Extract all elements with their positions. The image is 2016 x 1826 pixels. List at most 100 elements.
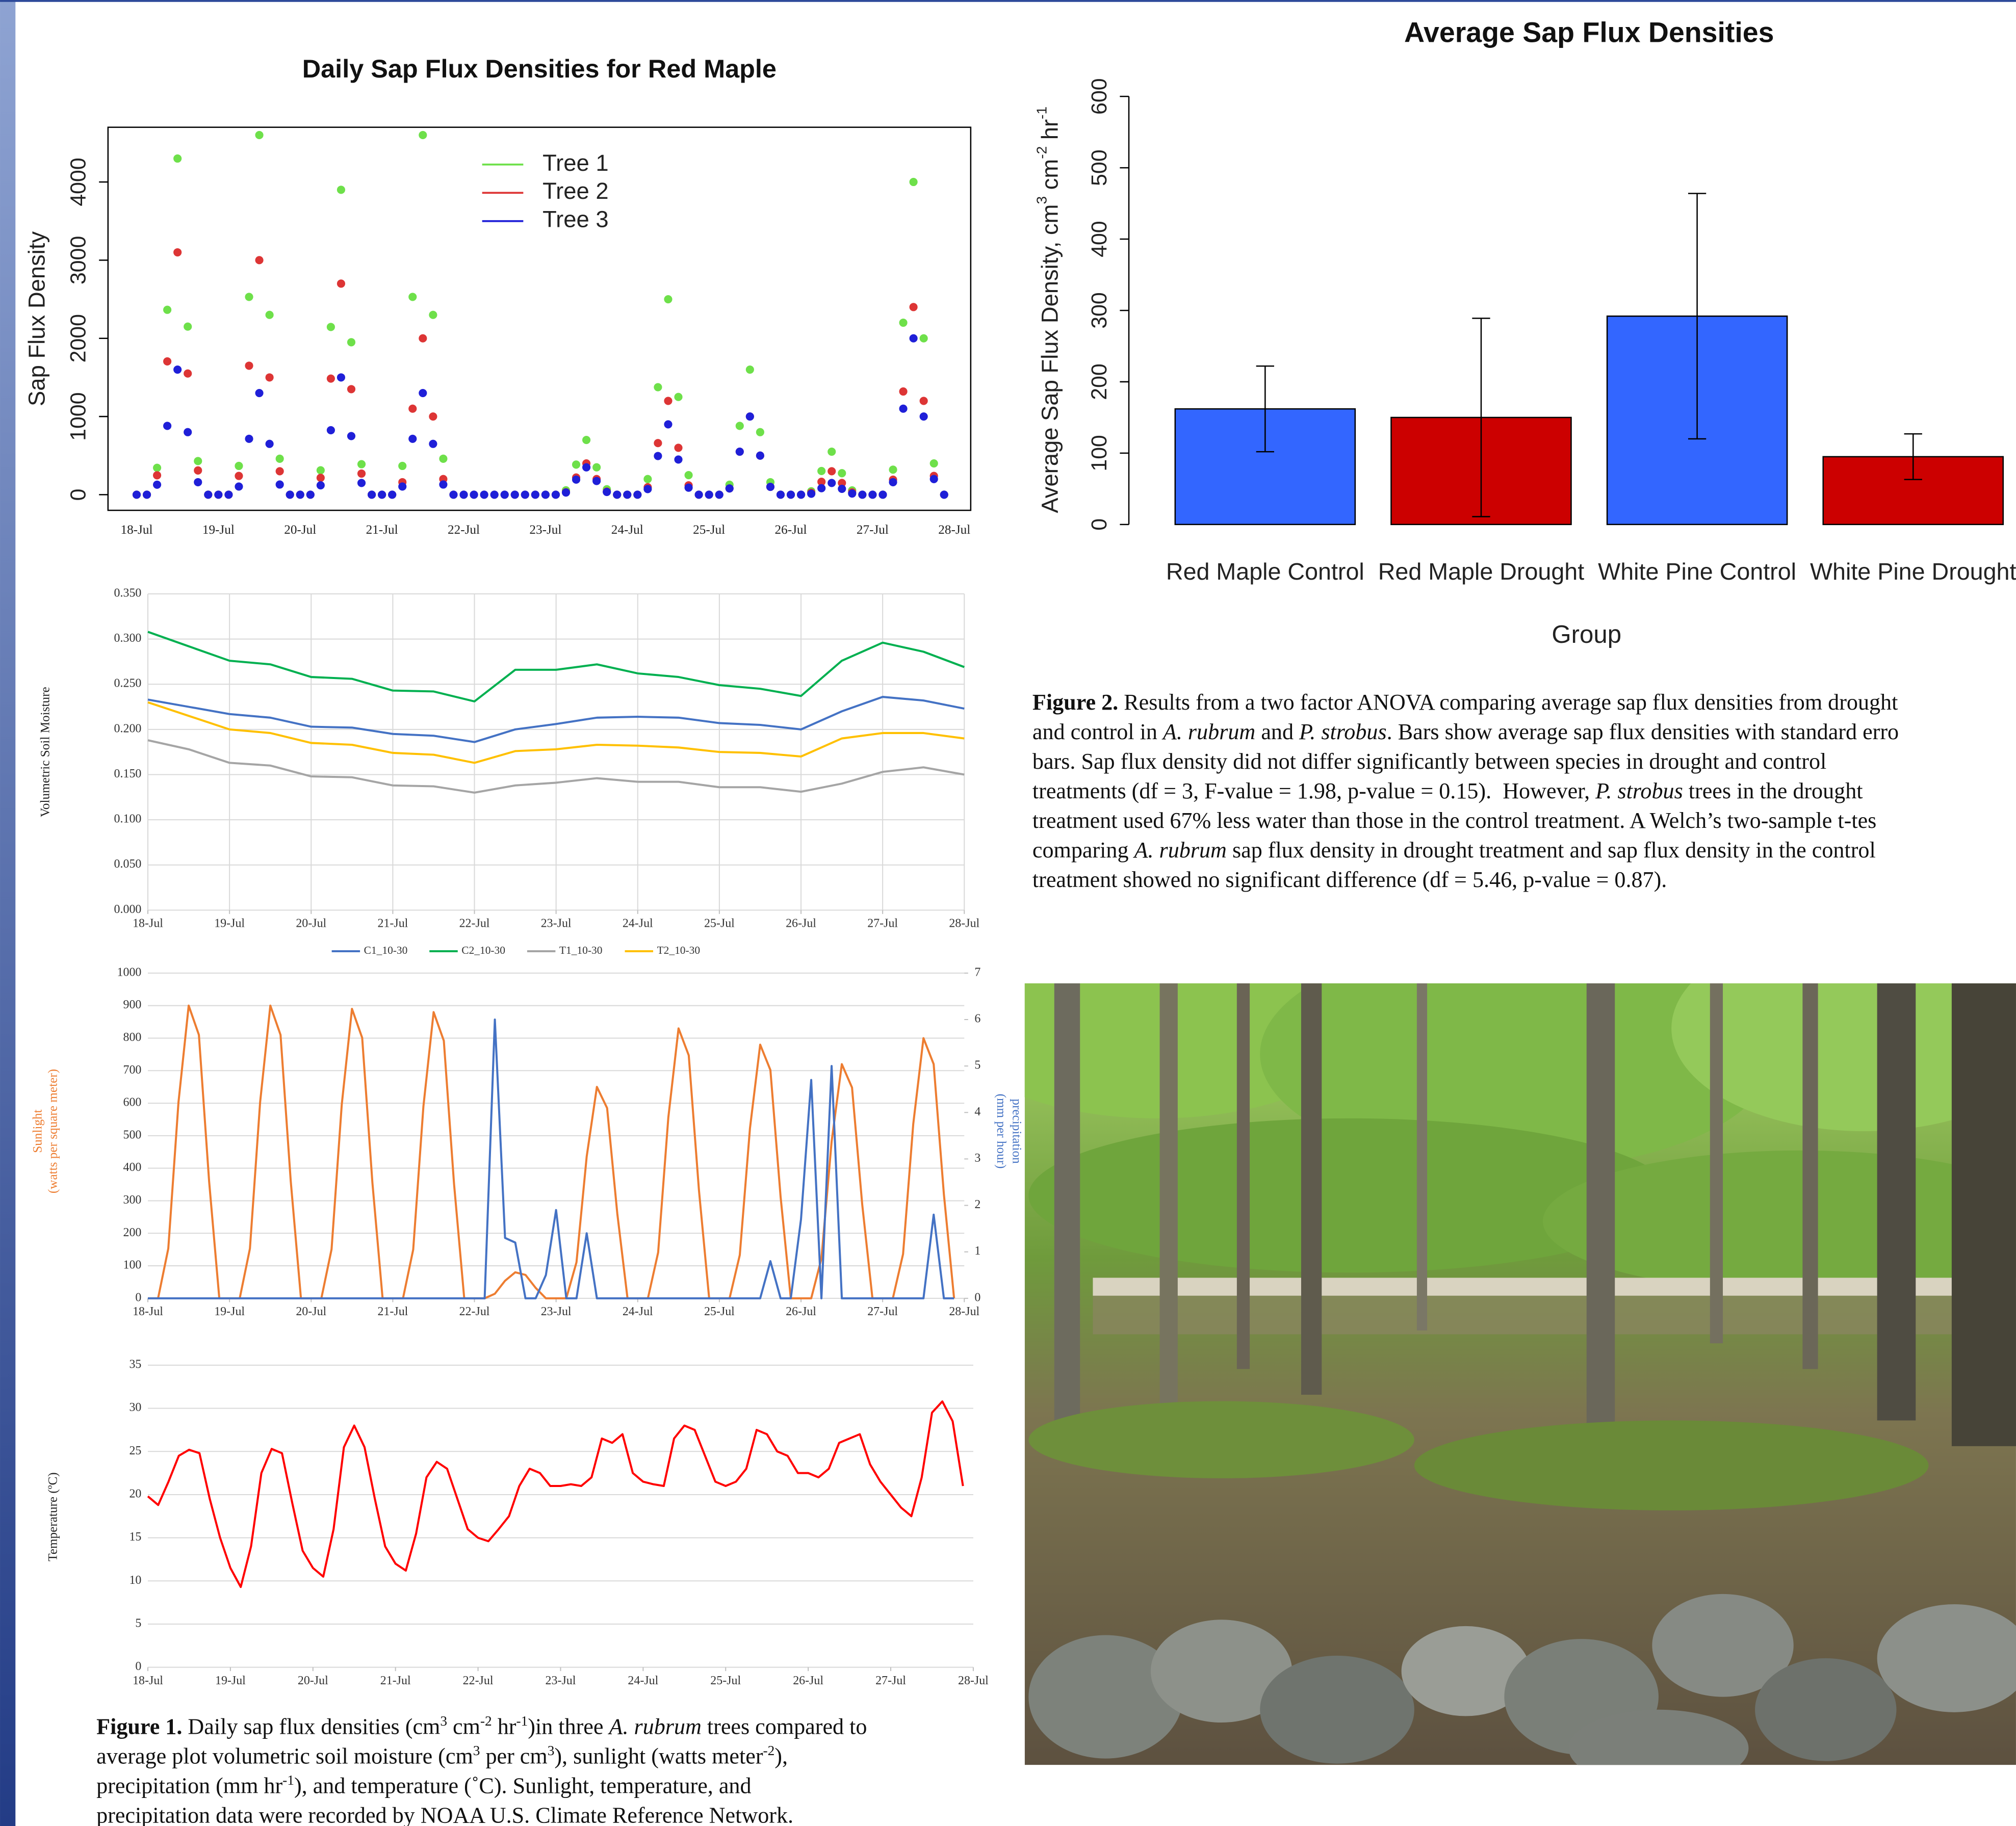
data-point xyxy=(480,490,488,499)
data-point xyxy=(337,186,345,194)
data-point xyxy=(623,490,631,499)
text-run: treatment used 67% less water than those… xyxy=(1032,808,1876,833)
y-tick-label: 500 xyxy=(1087,149,1112,186)
text-run: P. strobus xyxy=(1299,719,1387,744)
text-run: Results from a two factor ANOVA comparin… xyxy=(1118,690,1898,715)
y2-tick-label: 0 xyxy=(974,1291,980,1304)
x-tick-label: 21-Jul xyxy=(377,1305,408,1318)
x-tick-label: 27-Jul xyxy=(867,1305,898,1318)
data-point xyxy=(920,397,928,405)
text-run: and control in xyxy=(1032,719,1163,744)
data-point xyxy=(674,455,682,463)
text-run: comparing xyxy=(1032,838,1134,863)
data-point xyxy=(797,490,805,499)
y-tick-label: 100 xyxy=(123,1259,142,1272)
data-point xyxy=(327,375,335,383)
data-point xyxy=(889,465,897,474)
x-tick-label: 19-Jul xyxy=(214,1305,245,1318)
data-point xyxy=(347,432,355,440)
data-point xyxy=(940,490,948,499)
y-tick-label: 0 xyxy=(135,1660,141,1673)
top-border xyxy=(0,0,2016,2)
text-run: 3 xyxy=(473,1743,480,1758)
data-point xyxy=(777,490,785,499)
data-point xyxy=(357,479,366,487)
data-point xyxy=(746,412,754,421)
legend-label: Tree 1 xyxy=(542,150,608,176)
x-tick-label: 20-Jul xyxy=(284,523,316,537)
y-tick-label: 35 xyxy=(129,1358,141,1371)
data-point xyxy=(419,334,427,343)
data-point xyxy=(654,439,662,447)
data-point xyxy=(828,467,836,475)
data-point xyxy=(235,462,243,470)
data-point xyxy=(562,488,570,497)
y-tick-label: 500 xyxy=(123,1128,142,1141)
x-tick-label: 26-Jul xyxy=(775,523,807,537)
x-axis-title: Group xyxy=(1552,620,1621,648)
axis-title: (watts per square meter) xyxy=(46,1069,60,1193)
y-tick-label: 200 xyxy=(123,1226,142,1239)
tree-trunk xyxy=(1710,983,1723,1343)
forest-photo xyxy=(951,926,2016,1787)
data-point xyxy=(726,484,734,492)
data-point xyxy=(143,490,151,499)
data-point xyxy=(184,370,192,378)
data-point xyxy=(347,385,355,393)
data-point xyxy=(552,490,560,499)
data-point xyxy=(582,436,590,444)
y-tick-label: 4000 xyxy=(66,158,91,206)
data-point xyxy=(541,490,550,499)
data-point xyxy=(838,485,846,493)
data-point xyxy=(848,489,856,498)
text-run: Average Sap Flux Density, cm xyxy=(1037,204,1063,513)
data-point xyxy=(746,366,754,374)
y-tick-label: 20 xyxy=(129,1487,141,1500)
text-run: -2 xyxy=(480,1713,492,1729)
text-run: ), and temperature (˚C). Sunlight, tempe… xyxy=(294,1773,752,1798)
caption-line: treatment showed no significant differen… xyxy=(1032,867,1667,892)
data-point xyxy=(910,334,918,343)
data-point xyxy=(817,467,825,475)
data-point xyxy=(398,462,406,470)
data-point xyxy=(266,440,274,448)
data-point xyxy=(408,435,417,443)
ground-cover xyxy=(1028,1401,1414,1478)
tree-trunk xyxy=(1877,983,1916,1420)
text-run: A. rubrum xyxy=(1161,719,1255,744)
caption-line: average plot volumetric soil moisture (c… xyxy=(96,1743,788,1769)
data-point xyxy=(235,482,243,490)
data-point xyxy=(245,435,253,443)
data-point xyxy=(398,482,406,490)
data-point xyxy=(787,490,795,499)
page-body: Daily Sap Flux Densities for Red Maple01… xyxy=(0,0,2016,1826)
data-point xyxy=(408,405,417,413)
legend-label: C2_10-30 xyxy=(461,944,505,956)
x-tick-label: Red Maple Control xyxy=(1166,558,1364,585)
data-point xyxy=(807,490,815,498)
legend-label: T2_10-30 xyxy=(657,944,701,956)
text-run: per cm xyxy=(480,1744,547,1769)
text-run: trees in the drought xyxy=(1683,778,1863,803)
data-point xyxy=(582,463,590,472)
y-tick-label: 0.250 xyxy=(114,677,142,690)
data-point xyxy=(173,154,182,163)
data-point xyxy=(214,490,222,499)
x-tick-label: 26-Jul xyxy=(786,917,816,930)
y-tick-label: 0.100 xyxy=(114,813,142,826)
data-point xyxy=(439,455,447,463)
x-tick-label: 22-Jul xyxy=(459,917,490,930)
data-point xyxy=(194,466,202,475)
text-run: and xyxy=(1255,719,1299,744)
data-point xyxy=(654,452,662,460)
y-tick-label: 30 xyxy=(129,1401,141,1414)
data-point xyxy=(255,131,263,139)
data-point xyxy=(449,490,457,499)
tree-trunk xyxy=(1301,983,1322,1395)
ground-cover xyxy=(1414,1420,1929,1510)
text-run: treatments (df = 3, F-value = 1.98, p-va… xyxy=(1032,778,1595,803)
data-point xyxy=(163,422,171,430)
data-point xyxy=(899,405,907,413)
x-tick-label: White Pine Drought xyxy=(1810,558,2016,585)
data-point xyxy=(910,303,918,311)
